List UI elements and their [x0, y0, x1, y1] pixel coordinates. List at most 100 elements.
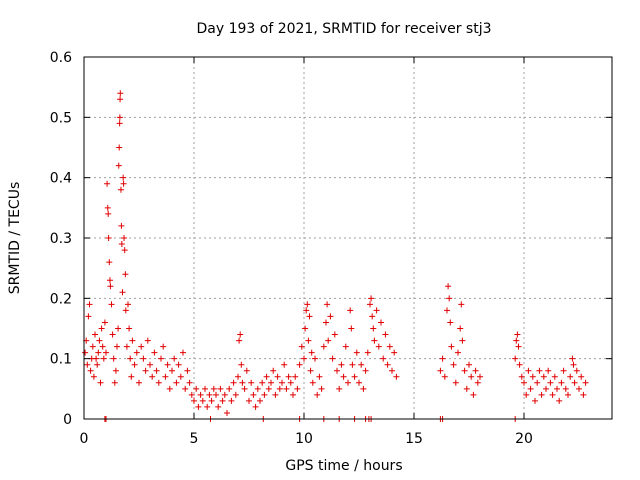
data-point: [204, 403, 211, 410]
data-point: [232, 391, 239, 398]
data-point: [84, 361, 91, 368]
chart-title: Day 193 of 2021, SRMTID for receiver stj…: [197, 21, 492, 37]
data-point: [567, 373, 574, 380]
data-point: [108, 301, 115, 308]
data-point: [117, 96, 124, 103]
data-point: [117, 90, 124, 97]
data-point: [347, 307, 354, 314]
data-point: [290, 391, 296, 398]
data-point: [268, 379, 274, 386]
x-tick-label: 0: [80, 431, 89, 447]
data-point: [296, 361, 303, 368]
data-point: [536, 367, 543, 374]
data-point: [458, 301, 465, 308]
data-point: [305, 337, 312, 344]
data-point: [169, 367, 175, 374]
data-point: [221, 391, 228, 398]
data-point: [515, 343, 522, 350]
data-point: [184, 367, 191, 374]
data-point: [224, 409, 230, 416]
data-point: [457, 325, 464, 332]
data-point: [110, 355, 117, 362]
data-point: [448, 343, 455, 350]
data-point: [470, 391, 477, 398]
data-point: [195, 403, 202, 410]
data-point: [384, 361, 391, 368]
data-point: [466, 361, 472, 368]
data-point: [353, 349, 360, 356]
data-point: [472, 367, 479, 374]
data-point: [523, 391, 530, 398]
data-point: [125, 301, 131, 308]
data-point: [292, 373, 299, 380]
data-point: [309, 379, 316, 386]
data-point: [270, 367, 277, 374]
data-point: [226, 385, 233, 392]
data-point: [391, 349, 398, 356]
data-point: [529, 373, 536, 380]
data-point: [364, 349, 371, 356]
data-point: [241, 385, 248, 392]
data-point: [549, 391, 556, 398]
data-point: [437, 367, 444, 374]
data-point: [142, 367, 149, 374]
data-point: [340, 373, 347, 380]
data-point: [140, 355, 147, 362]
y-tick-label: 0.5: [50, 110, 72, 126]
x-tick-label: 20: [515, 431, 533, 447]
data-point: [336, 385, 343, 392]
data-point: [393, 373, 400, 380]
data-point: [217, 385, 224, 392]
data-point: [98, 325, 105, 332]
data-point: [166, 385, 173, 392]
data-point: [115, 162, 122, 169]
data-point: [115, 325, 122, 332]
data-point: [323, 319, 329, 326]
data-point: [186, 379, 193, 386]
data-point: [314, 391, 321, 398]
data-point: [571, 379, 578, 386]
data-point: [570, 361, 577, 368]
data-point: [560, 367, 567, 374]
data-point: [94, 361, 101, 368]
data-point: [151, 349, 158, 356]
data-point: [518, 373, 525, 380]
data-point: [362, 367, 369, 374]
data-point: [118, 241, 125, 248]
data-point: [301, 355, 307, 362]
data-point: [82, 349, 89, 356]
data-point: [516, 361, 523, 368]
data-point: [512, 355, 519, 362]
data-point: [358, 361, 365, 368]
data-point: [86, 301, 93, 308]
data-point: [116, 120, 123, 127]
data-point: [100, 355, 107, 362]
data-point: [107, 283, 114, 290]
grid: [84, 57, 612, 419]
data-point: [389, 367, 395, 374]
data-point: [551, 373, 558, 380]
data-point: [345, 379, 351, 386]
data-point: [281, 361, 288, 368]
data-point: [123, 343, 130, 350]
data-point: [106, 259, 113, 266]
data-point: [103, 349, 109, 356]
data-point: [382, 331, 389, 338]
data-point: [547, 379, 554, 386]
data-point: [477, 373, 483, 380]
data-point: [578, 373, 585, 380]
data-point: [368, 295, 375, 302]
data-point: [274, 373, 281, 380]
data-point: [348, 325, 355, 332]
data-point: [104, 180, 111, 187]
data-point: [562, 385, 569, 392]
data-point: [534, 379, 541, 386]
data-point: [87, 367, 94, 374]
data-point: [210, 385, 217, 392]
data-point: [446, 295, 453, 302]
data-point: [306, 313, 313, 320]
data-point: [369, 313, 376, 320]
data-point: [521, 379, 527, 386]
data-point: [121, 235, 128, 241]
